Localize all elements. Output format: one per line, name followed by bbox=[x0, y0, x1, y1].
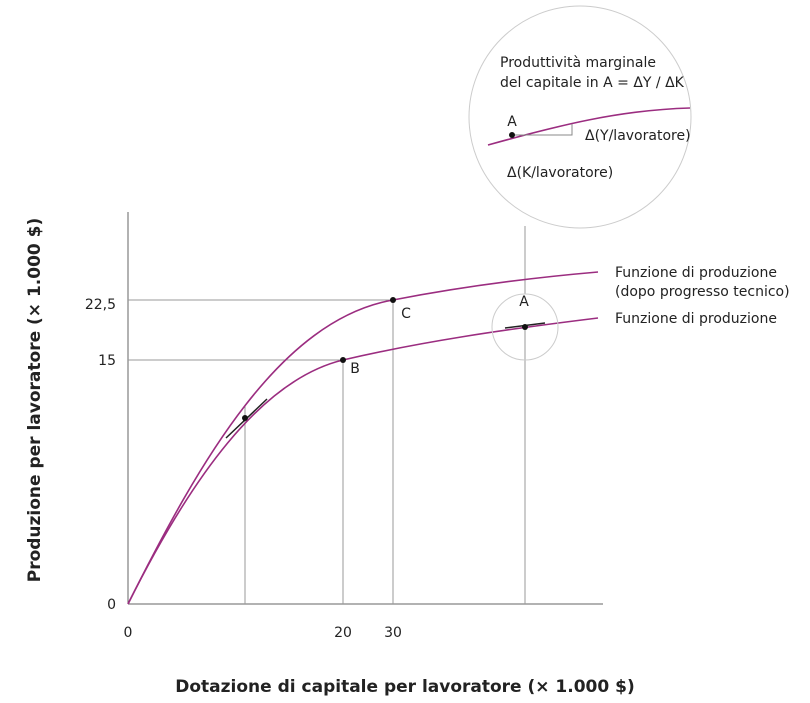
inset-title: Produttività marginale bbox=[500, 55, 656, 71]
production-curve bbox=[127, 317, 599, 605]
inset-point-label: A bbox=[507, 114, 517, 130]
inset-point bbox=[509, 132, 515, 138]
curve-label: (dopo progresso tecnico) bbox=[615, 284, 790, 300]
point-label: A bbox=[519, 294, 529, 310]
point bbox=[522, 324, 528, 330]
inset-triangle bbox=[512, 124, 573, 136]
point bbox=[390, 297, 396, 303]
inset-title: del capitale in A = ΔY / ΔK bbox=[500, 75, 685, 91]
point bbox=[340, 357, 346, 363]
zoom-circle bbox=[491, 293, 559, 361]
y-tick-label: 22,5 bbox=[85, 297, 116, 313]
curve-label: Funzione di produzione bbox=[615, 311, 777, 327]
y-axis-title: Produzione per lavoratore (× 1.000 $) bbox=[25, 218, 45, 583]
inset-dy-label: Δ(Y/lavoratore) bbox=[585, 128, 691, 144]
point-label: B bbox=[350, 361, 360, 377]
inset-circle bbox=[468, 5, 692, 229]
y-tick-label: 15 bbox=[98, 353, 116, 369]
y-tick-label: 0 bbox=[107, 597, 116, 613]
x-tick-label: 30 bbox=[384, 625, 402, 641]
inset-curve bbox=[487, 107, 691, 146]
x-tick-label: 20 bbox=[334, 625, 352, 641]
curve-label: Funzione di produzione bbox=[615, 265, 777, 281]
guide-lines bbox=[128, 226, 526, 604]
x-axis-title: Dotazione di capitale per lavoratore (× … bbox=[175, 677, 634, 697]
point-label: C bbox=[401, 306, 411, 322]
point bbox=[242, 415, 248, 421]
x-tick-label: 0 bbox=[124, 625, 133, 641]
inset-dx-label: Δ(K/lavoratore) bbox=[507, 165, 613, 181]
production-curve-after bbox=[127, 271, 599, 605]
